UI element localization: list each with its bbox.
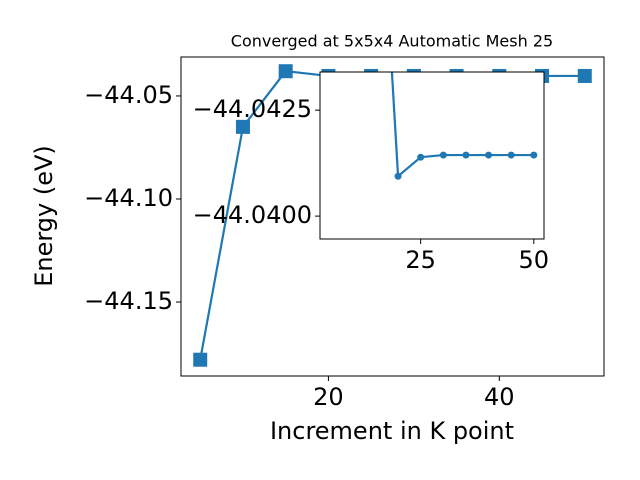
- x-tick-label: 20: [313, 383, 344, 411]
- marker: [235, 119, 250, 134]
- series-line: [390, 72, 534, 179]
- y-tick-label: −44.05: [84, 81, 173, 109]
- marker: [530, 151, 538, 159]
- axes-frame: [319, 71, 545, 240]
- x-tick-label: 50: [519, 246, 550, 274]
- x-tick-label: 40: [484, 383, 515, 411]
- x-tick-label: 25: [405, 246, 436, 274]
- chart-title: Converged at 5x5x4 Automatic Mesh 25: [231, 32, 553, 51]
- y-tick-label: −44.0400: [193, 201, 312, 229]
- axes-frame: [180, 56, 605, 377]
- marker: [462, 151, 470, 159]
- y-tick-label: −44.10: [84, 184, 173, 212]
- marker: [417, 153, 425, 161]
- x-axis-label: Increment in K point: [270, 417, 514, 445]
- marker: [507, 151, 515, 159]
- y-tick-label: −44.0425: [193, 95, 312, 123]
- marker: [193, 352, 208, 367]
- marker: [278, 64, 293, 79]
- marker: [577, 68, 592, 83]
- marker: [485, 151, 493, 159]
- marker: [439, 151, 447, 159]
- plot-content: [390, 72, 538, 180]
- marker: [394, 172, 402, 180]
- y-tick-label: −44.15: [84, 287, 173, 315]
- y-axis-label: Energy (eV): [30, 145, 58, 287]
